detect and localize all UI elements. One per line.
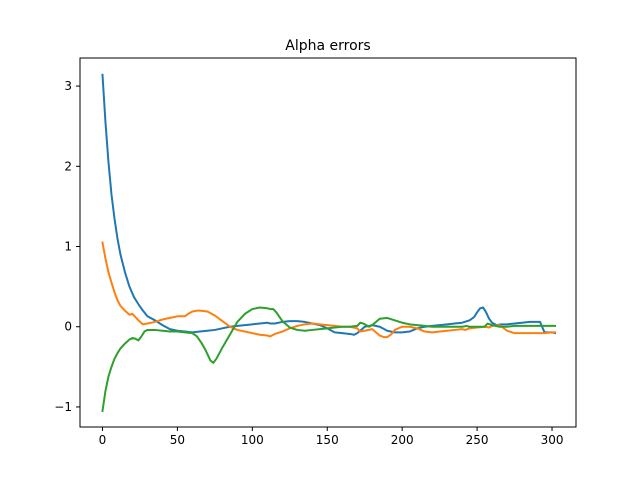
x-tick-label: 100 bbox=[241, 433, 264, 447]
y-tick-label: 2 bbox=[64, 159, 72, 173]
series-line-2 bbox=[101, 241, 557, 339]
x-tick-label: 0 bbox=[99, 433, 107, 447]
axes-layer: 0 50 100 150 200 250 300 −1 0 1 2 3 bbox=[54, 57, 577, 447]
series-line-1 bbox=[101, 73, 557, 336]
series-layer bbox=[101, 73, 557, 413]
x-tick-label: 50 bbox=[170, 433, 185, 447]
y-tick-label: 1 bbox=[64, 240, 72, 254]
y-tick-label: −1 bbox=[54, 400, 72, 414]
y-tick-label: 3 bbox=[64, 79, 72, 93]
chart-title: Alpha errors bbox=[285, 38, 370, 54]
x-tick-label: 300 bbox=[541, 433, 564, 447]
x-tick-label: 250 bbox=[466, 433, 489, 447]
series-line-3 bbox=[101, 306, 557, 413]
x-tick-label: 150 bbox=[316, 433, 339, 447]
x-tick-label: 200 bbox=[391, 433, 414, 447]
y-tick-label: 0 bbox=[64, 320, 72, 334]
axes-frame bbox=[79, 57, 577, 428]
